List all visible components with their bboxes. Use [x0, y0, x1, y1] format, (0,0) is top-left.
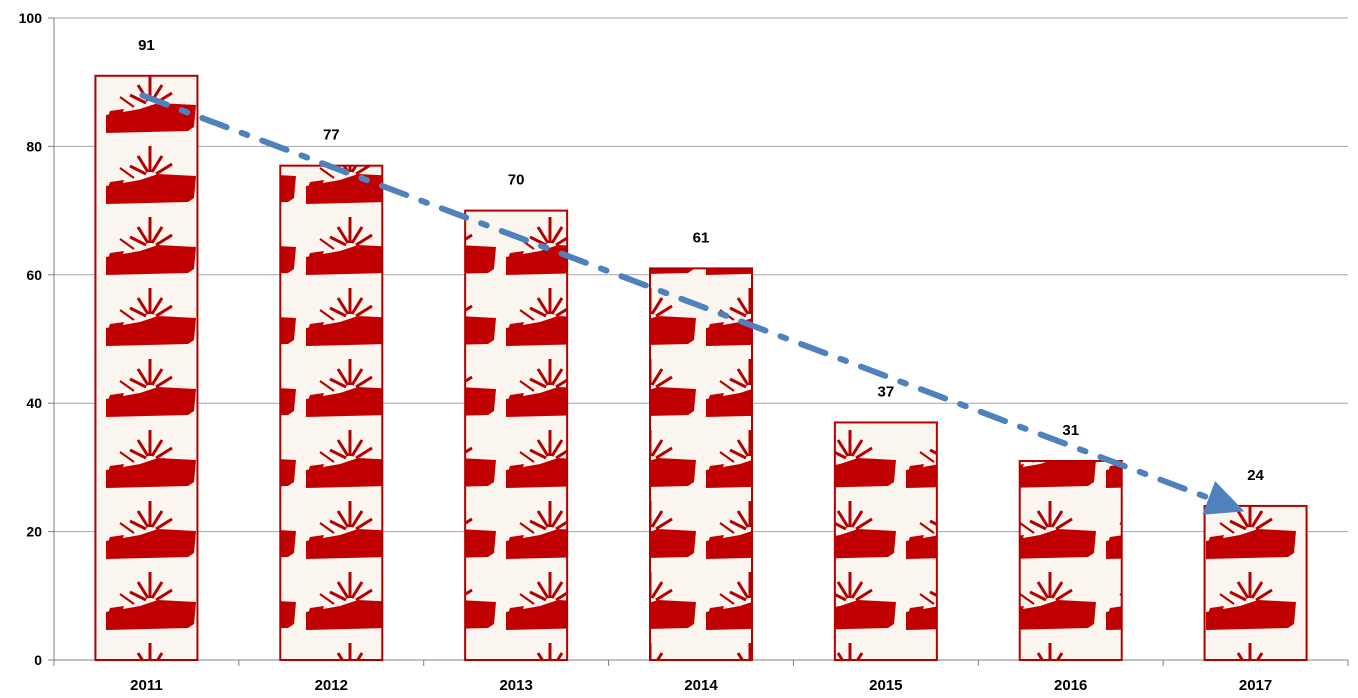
y-tick-label: 80 — [26, 138, 42, 154]
x-tick-label: 2015 — [869, 677, 902, 693]
trend-arrow — [139, 92, 1245, 515]
x-tick-label: 2016 — [1054, 677, 1087, 693]
bar-2014 — [649, 267, 753, 661]
bar-2016 — [1018, 459, 1123, 662]
y-tick-label: 20 — [26, 524, 42, 540]
bar-2017 — [1203, 504, 1308, 662]
data-label: 77 — [323, 127, 340, 144]
bar-2011 — [94, 74, 199, 661]
y-tick-label: 100 — [19, 10, 43, 26]
bar-2012 — [279, 164, 384, 661]
x-tick-label: 2014 — [684, 677, 718, 693]
bar-2015 — [833, 421, 938, 661]
data-label: 61 — [693, 229, 710, 246]
x-tick-label: 2017 — [1239, 677, 1272, 693]
data-label: 91 — [138, 37, 155, 54]
trend-line — [139, 92, 1212, 501]
y-tick-label: 40 — [26, 395, 42, 411]
x-tick-label: 2012 — [315, 677, 348, 693]
y-tick-label: 60 — [26, 267, 42, 283]
x-tick-label: 2013 — [499, 677, 532, 693]
trend-arrowhead — [1202, 481, 1245, 515]
bars — [94, 74, 1308, 662]
data-label: 31 — [1062, 422, 1079, 439]
x-tick-label: 2011 — [130, 677, 163, 693]
data-label: 24 — [1247, 467, 1264, 484]
data-label: 70 — [508, 172, 525, 189]
data-label: 37 — [878, 383, 895, 400]
bar-2013 — [464, 209, 569, 661]
labels: 0 20 40 60 80 100 2011 2012 2013 2014 2015 2016 2017… — [19, 10, 1273, 694]
y-tick-label: 0 — [34, 652, 42, 668]
